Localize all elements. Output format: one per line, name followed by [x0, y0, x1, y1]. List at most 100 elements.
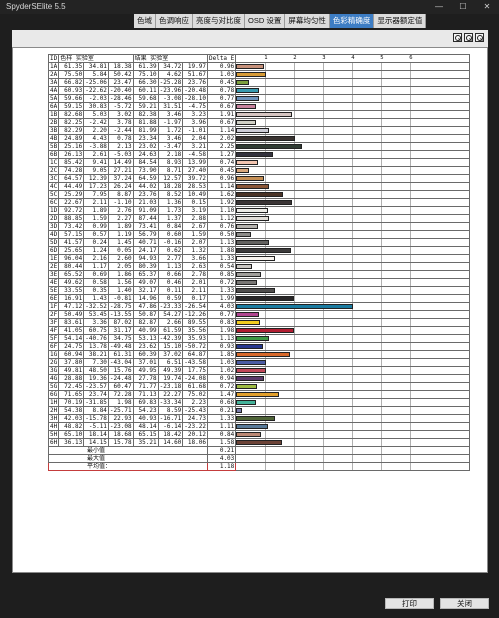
tab-1[interactable]: 色调响应	[156, 14, 193, 28]
scale-gridline	[265, 375, 267, 382]
lab-value: -32.52	[83, 302, 109, 311]
delta-e-value: 0.96	[206, 174, 237, 183]
scale-gridline	[352, 199, 354, 206]
delta-e-bar	[236, 64, 265, 69]
delta-e-bar-cell	[235, 214, 471, 223]
lab-value: 60.47	[107, 382, 134, 391]
patch-id: 1C	[47, 158, 60, 167]
table-row: 3H 42.03 -15.78 22.93 40.93 -16.71 24.73 1.33	[47, 414, 471, 423]
patch-id: 2E	[47, 262, 60, 271]
lab-value: 84.54	[132, 158, 159, 167]
scale-gridline	[410, 455, 412, 462]
delta-e-bar	[236, 424, 269, 429]
lab-value: -4.75	[182, 102, 208, 111]
lab-value: 81.88	[132, 118, 159, 127]
scale-gridline	[294, 415, 296, 422]
lab-value: 73.42	[58, 222, 85, 231]
delta-e-bar	[236, 144, 302, 149]
scale-gridline	[381, 391, 383, 398]
lab-value: 30.83	[83, 102, 109, 111]
scale-gridline	[352, 255, 354, 262]
delta-e-value: 0.45	[206, 166, 237, 175]
tab-4[interactable]: 屏幕均匀性	[285, 14, 330, 28]
lab-value: 0.17	[182, 294, 208, 303]
table-row: 2G 37.80 7.30 -43.04 37.01 6.51 -43.58 1.03	[47, 358, 471, 367]
lab-value: 2.63	[182, 262, 208, 271]
table-row: 3A 66.82 -25.06 23.47 66.30 -25.28 23.76 0.45	[47, 78, 471, 87]
lab-value: -3.88	[83, 142, 109, 151]
delta-e-bar-cell	[235, 262, 471, 271]
zoom-in-icon[interactable]	[453, 33, 462, 42]
lab-value: 22.27	[157, 390, 184, 399]
delta-e-bar-cell	[235, 150, 471, 159]
lab-value: 17.75	[182, 366, 208, 375]
lab-value: 40.99	[132, 326, 159, 335]
delta-e-value: 1.33	[206, 414, 237, 423]
patch-id: 5H	[47, 430, 60, 439]
lab-value: 13.99	[182, 158, 208, 167]
scale-gridline	[352, 391, 354, 398]
lab-value: -3.47	[157, 142, 184, 151]
lab-value: 7.95	[83, 190, 109, 199]
scale-gridline	[352, 239, 354, 246]
lab-value: 8.71	[157, 166, 184, 175]
patch-id: 6G	[47, 390, 60, 399]
scale-gridline	[381, 151, 383, 158]
lab-value: 65.37	[132, 270, 159, 279]
scale-gridline	[410, 119, 412, 126]
delta-e-bar	[236, 344, 264, 349]
table-row: 5G 72.45 -23.57 60.47 71.77 -23.18 61.68 0.72	[47, 382, 471, 391]
delta-e-bar-cell	[235, 310, 471, 319]
lab-value: 91.09	[132, 206, 159, 215]
delta-e-value: 0.84	[206, 430, 237, 439]
tab-5[interactable]: 色彩精确度	[329, 14, 375, 28]
tab-2[interactable]: 亮度与对比度	[193, 14, 245, 28]
tab-6[interactable]: 显示器额定值	[374, 14, 427, 28]
minimize-button[interactable]: —	[435, 2, 443, 11]
summary-row: 平均值： 1.18	[48, 462, 471, 471]
lab-value: 87.44	[132, 214, 159, 223]
maximize-button[interactable]: ☐	[459, 2, 467, 11]
tab-0[interactable]: 色域	[134, 14, 156, 28]
lab-value: 1.98	[107, 398, 134, 407]
summary-row: 最大值 4.03	[48, 454, 471, 463]
patch-id: 1A	[47, 62, 60, 71]
table-row: 2F 50.49 53.45 -13.55 50.87 54.27 -12.26 0.77	[47, 310, 471, 319]
lab-value: 2.23	[182, 398, 208, 407]
lab-value: 65.15	[132, 430, 159, 439]
lab-value: 64.87	[182, 350, 208, 359]
lab-value: 33.55	[58, 286, 85, 295]
scale-gridline	[410, 431, 412, 438]
scale-gridline	[410, 399, 412, 406]
lab-value: 38.21	[83, 350, 109, 359]
table-row: 6G 71.65 23.74 72.28 71.13 22.27 75.02 1.47	[47, 390, 471, 399]
tab-3[interactable]: OSD 设置	[245, 14, 286, 28]
table-row: 5A 59.66 -2.03 -28.46 59.68 -3.08 -28.10 0.77	[47, 94, 471, 103]
close-window-button[interactable]: ✕	[483, 2, 491, 11]
lab-value: 37.80	[58, 358, 85, 367]
delta-e-value: 1.12	[206, 214, 237, 223]
lab-value: -22.62	[83, 86, 109, 95]
delta-e-bar-cell	[235, 222, 471, 231]
scale-gridline	[410, 223, 412, 230]
scale-gridline	[323, 455, 325, 462]
lab-value: 72.28	[107, 390, 134, 399]
print-button[interactable]: 打印	[385, 598, 434, 609]
scale-gridline	[294, 335, 296, 342]
zoom-out-icon[interactable]	[464, 33, 473, 42]
lab-value: 1.19	[107, 230, 134, 239]
scale-gridline	[265, 455, 267, 462]
delta-e-value: 0.21	[206, 406, 237, 415]
close-button[interactable]: 关闭	[440, 598, 489, 609]
scale-gridline	[410, 295, 412, 302]
delta-e-value: 1.14	[206, 126, 237, 135]
lab-value: -1.97	[157, 118, 184, 127]
lab-value: 23.74	[83, 390, 109, 399]
lab-value: 1.43	[83, 294, 109, 303]
scale-gridline	[294, 151, 296, 158]
zoom-fit-icon[interactable]	[475, 33, 484, 42]
lab-value: -50.72	[182, 342, 208, 351]
table-row: 6E 16.91 1.43 -0.81 14.96 0.59 0.17 1.99	[47, 294, 471, 303]
scale-gridline	[294, 159, 296, 166]
scale-gridline	[294, 183, 296, 190]
